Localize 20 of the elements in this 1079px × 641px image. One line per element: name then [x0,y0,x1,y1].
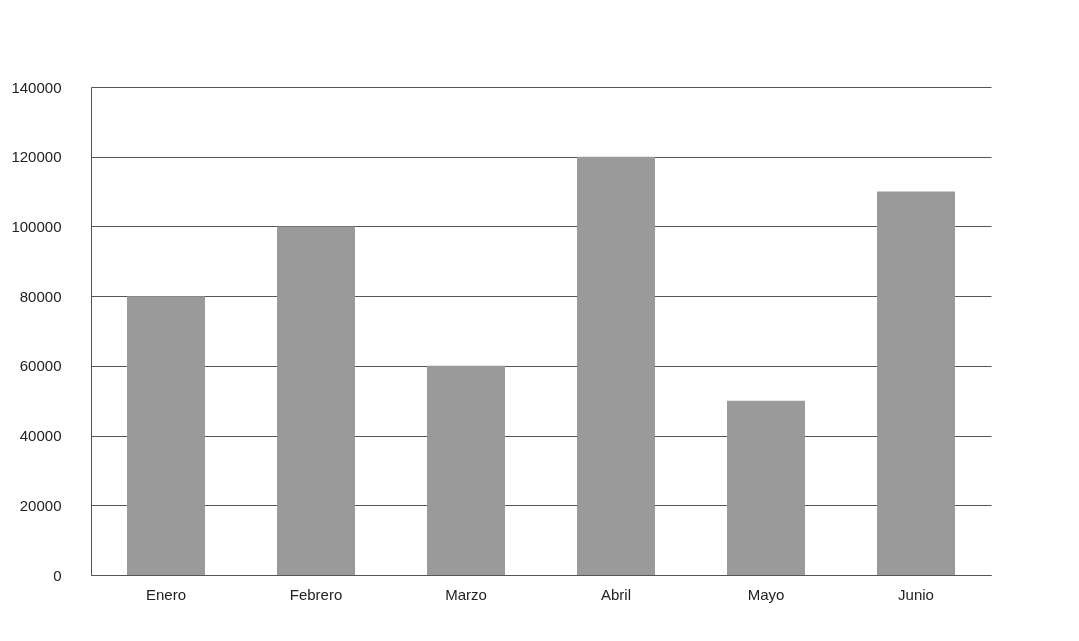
y-tick-label: 140000 [11,78,62,96]
x-tick-label: Febrero [289,585,343,603]
y-tick-label: 80000 [19,287,62,305]
y-tick-label: 100000 [11,217,62,235]
y-tick-label: 0 [53,566,62,584]
x-tick-label: Abril [600,585,632,603]
x-tick-label: Junio [898,585,934,603]
bar [577,156,655,575]
y-tick-label: 20000 [19,496,62,514]
bar [277,226,355,575]
bar [127,296,205,575]
bar [727,400,805,575]
x-tick-label: Enero [145,585,187,603]
x-tick-label: Marzo [445,585,487,603]
x-tick-label: Mayo [747,585,785,603]
y-tick-label: 120000 [11,148,62,166]
bar [877,191,955,575]
y-tick-label: 40000 [19,427,62,445]
y-tick-label: 60000 [19,357,62,375]
bar [427,365,505,575]
